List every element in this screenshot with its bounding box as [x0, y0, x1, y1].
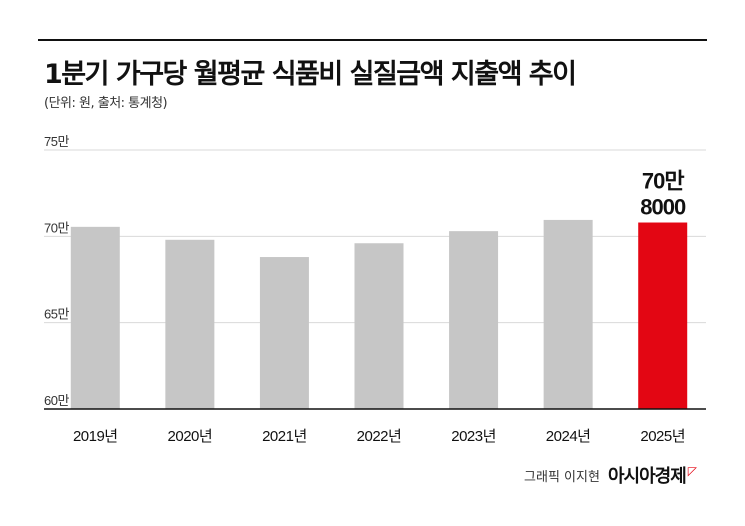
chart-subtitle: (단위: 원, 출처: 통계청) — [44, 96, 168, 111]
bar — [543, 219, 593, 409]
x-tick-label: 2025년 — [640, 428, 685, 445]
data-label: 8000 — [640, 195, 686, 220]
y-tick-label: 60만 — [44, 393, 69, 408]
credit-line: 그래픽 이지현 아시아경제 ◸ — [524, 462, 697, 488]
brand-mark-icon: ◸ — [687, 464, 697, 478]
y-tick-label: 70만 — [44, 220, 69, 235]
x-tick-label: 2022년 — [357, 428, 402, 445]
bar — [638, 222, 688, 409]
bar — [259, 257, 309, 409]
x-tick-label: 2020년 — [168, 428, 213, 445]
y-tick-label: 65만 — [44, 307, 69, 322]
credit-text: 그래픽 이지현 — [524, 469, 600, 485]
brand-logo: 아시아경제 — [607, 466, 687, 487]
data-label: 70만 — [642, 169, 684, 194]
x-tick-label: 2021년 — [262, 428, 307, 445]
bar — [165, 239, 215, 409]
y-tick-label: 75만 — [44, 134, 69, 149]
bar — [354, 243, 404, 409]
x-tick-label: 2024년 — [546, 428, 591, 445]
bar — [449, 231, 499, 409]
x-tick-label: 2023년 — [451, 428, 496, 445]
title-rule — [38, 39, 707, 41]
chart-title: 1분기 가구당 월평균 식품비 실질금액 지출액 추이 — [44, 59, 577, 90]
x-tick-label: 2019년 — [73, 428, 118, 445]
bar — [70, 226, 120, 409]
